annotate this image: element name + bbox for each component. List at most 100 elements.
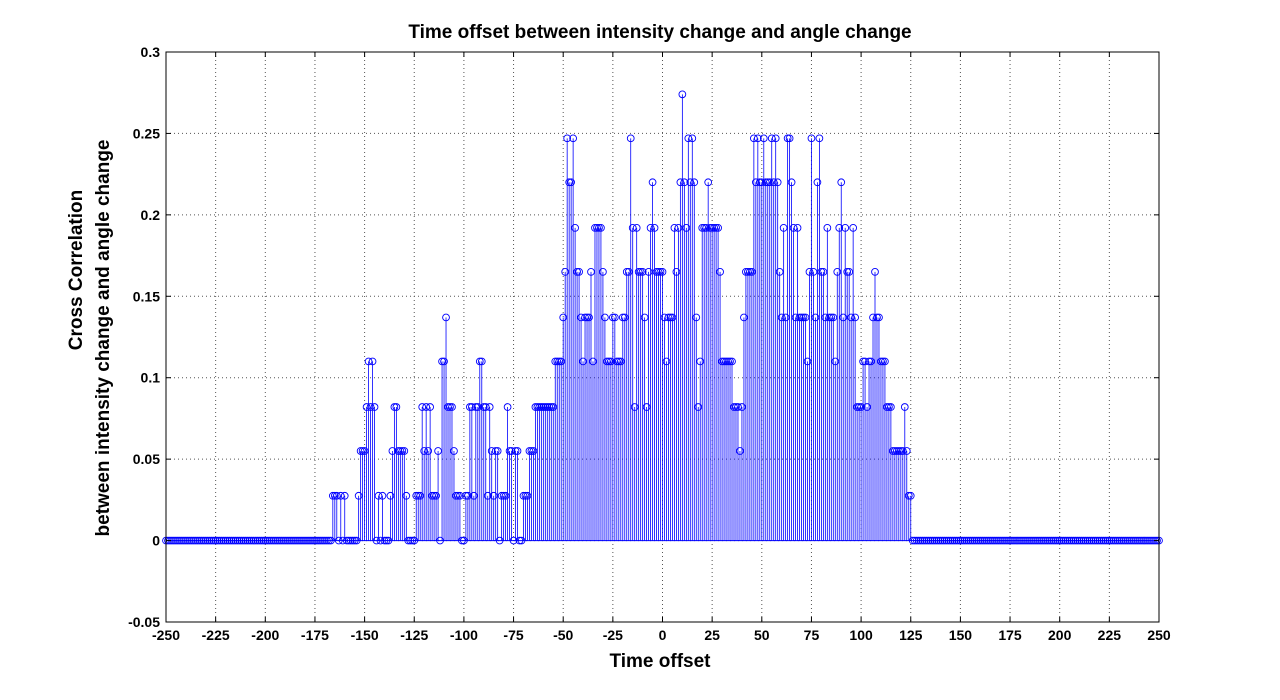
stem-marker [1034, 536, 1042, 545]
stem-marker [672, 268, 681, 276]
stem-marker [517, 536, 526, 545]
stem-marker [958, 536, 967, 545]
stem-marker [301, 536, 309, 545]
x-tick-label: -75 [503, 627, 523, 643]
stem-marker [640, 313, 649, 322]
stem-marker [624, 268, 633, 276]
stem-marker [835, 224, 844, 232]
stem-marker [207, 536, 216, 545]
stem-marker [587, 268, 595, 276]
stem-marker [1153, 536, 1161, 545]
stem-marker [410, 536, 419, 545]
stem-marker [299, 536, 307, 545]
stem-marker [326, 536, 335, 545]
y-tick-label: 0 [152, 533, 160, 549]
stem-marker [595, 224, 603, 232]
stem-marker [753, 134, 762, 143]
stem-marker [974, 536, 983, 545]
stem-marker [1016, 536, 1024, 545]
stem-marker [215, 536, 224, 545]
stem-marker [334, 536, 343, 545]
stem-marker [787, 178, 796, 187]
stem-marker [982, 536, 991, 545]
stem-marker [849, 224, 858, 232]
stem-marker [630, 403, 639, 411]
stem-marker [702, 224, 711, 232]
stem-marker [851, 313, 859, 322]
stem-marker [231, 536, 240, 545]
stem-marker [914, 536, 923, 545]
stem-marker [839, 313, 848, 322]
stem-marker [1135, 536, 1143, 545]
stem-marker [247, 536, 256, 545]
stem-marker [855, 403, 863, 411]
stem-marker [616, 357, 625, 366]
stem-marker [781, 313, 790, 322]
stem-marker [589, 357, 597, 366]
stem-marker [1069, 536, 1078, 545]
stem-marker [642, 403, 651, 411]
stem-marker [469, 491, 478, 500]
stem-marker [1089, 536, 1098, 545]
stem-marker [438, 357, 446, 366]
stem-marker [920, 536, 929, 545]
stem-marker [237, 536, 246, 545]
stem-marker [996, 536, 1004, 545]
stem-marker [599, 268, 607, 276]
stem-marker [1115, 536, 1124, 545]
stem-marker [928, 536, 937, 545]
stem-marker [436, 536, 444, 545]
stem-marker [533, 403, 542, 411]
stem-marker [285, 536, 293, 545]
stem-marker [275, 536, 284, 545]
stem-marker [682, 224, 691, 232]
stem-marker [305, 536, 313, 545]
stem-marker [1014, 536, 1022, 545]
stem-marker [585, 313, 593, 322]
stem-marker [1030, 536, 1038, 545]
stem-marker [380, 536, 389, 545]
stem-marker [303, 536, 311, 545]
stem-marker [364, 357, 373, 366]
stem-marker [968, 536, 977, 545]
stem-marker [908, 536, 917, 545]
x-tick-label: 0 [659, 627, 667, 643]
stem-marker [452, 491, 460, 500]
stem-marker [416, 491, 425, 500]
stem-marker [406, 536, 415, 545]
stem-marker [217, 536, 226, 545]
stem-marker [555, 357, 564, 366]
stem-marker [197, 536, 206, 545]
stem-marker [716, 268, 724, 276]
stem-marker [676, 178, 685, 187]
stem-marker [1083, 536, 1092, 545]
stem-marker [328, 491, 337, 500]
stem-marker [386, 491, 395, 500]
stem-marker [390, 403, 399, 411]
stem-marker [531, 403, 540, 411]
stem-marker [553, 357, 562, 366]
stem-marker [253, 536, 262, 545]
stem-marker [688, 134, 697, 143]
stem-marker [539, 403, 548, 411]
stem-marker [424, 447, 433, 455]
stem-marker [1145, 536, 1153, 545]
stem-marker [797, 313, 806, 322]
x-tick-label: 225 [1098, 627, 1122, 643]
stem-marker [964, 536, 973, 545]
stem-marker [354, 491, 363, 500]
stem-marker [656, 268, 665, 276]
stem-marker [966, 536, 975, 545]
stem-marker [307, 536, 315, 545]
stem-marker [889, 447, 897, 455]
stem-marker [317, 536, 325, 545]
stem-marker [1087, 536, 1096, 545]
y-tick-label: -0.05 [128, 614, 160, 630]
stem-marker [191, 536, 200, 545]
stem-marker [1008, 536, 1016, 545]
stem-marker [577, 313, 585, 322]
stem-marker [696, 357, 705, 366]
stem-marker [338, 536, 347, 545]
stem-marker [922, 536, 931, 545]
stem-marker [988, 536, 997, 545]
